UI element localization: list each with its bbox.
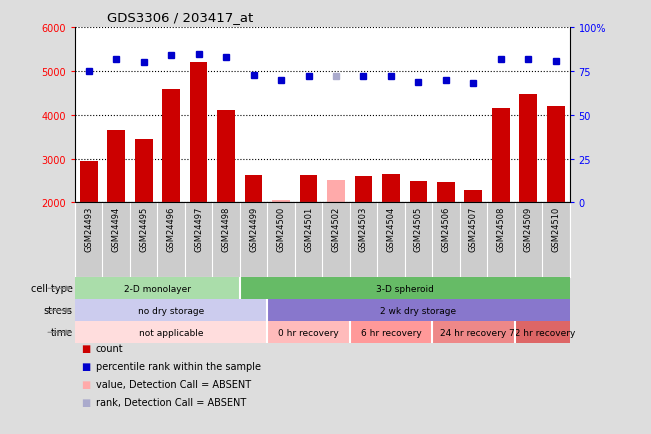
Text: ■: ■ [81,379,90,389]
Bar [382,174,400,203]
Text: cell type: cell type [31,284,72,293]
Text: 24 hr recovery: 24 hr recovery [440,328,506,337]
Bar [432,322,515,343]
Text: value, Detection Call = ABSENT: value, Detection Call = ABSENT [96,379,251,389]
Text: GDS3306 / 203417_at: GDS3306 / 203417_at [107,11,254,24]
Text: 0 hr recovery: 0 hr recovery [278,328,339,337]
Text: 72 hr recovery: 72 hr recovery [509,328,575,337]
Bar [75,278,240,299]
Text: GSM24498: GSM24498 [221,207,230,252]
Text: count: count [96,343,123,353]
Bar [350,322,432,343]
Text: GSM24495: GSM24495 [139,207,148,252]
Text: ■: ■ [81,343,90,353]
Text: GSM24503: GSM24503 [359,207,368,252]
Text: no dry storage: no dry storage [138,306,204,315]
Bar [465,191,482,203]
Text: not applicable: not applicable [139,328,203,337]
Text: 2 wk dry storage: 2 wk dry storage [380,306,456,315]
Text: GSM24496: GSM24496 [167,207,176,252]
Text: ■: ■ [81,398,90,408]
Text: 6 hr recovery: 6 hr recovery [361,328,421,337]
Bar [135,139,152,203]
Text: ■: ■ [81,361,90,371]
Bar [547,107,565,203]
Text: GSM24493: GSM24493 [84,207,93,252]
Text: GSM24497: GSM24497 [194,207,203,252]
Text: GSM24501: GSM24501 [304,207,313,252]
Text: GSM24499: GSM24499 [249,207,258,252]
Bar [240,278,570,299]
Bar [437,182,455,203]
Bar [272,201,290,203]
Text: GSM24494: GSM24494 [111,207,120,252]
Text: 2-D monolayer: 2-D monolayer [124,284,191,293]
Bar [268,299,570,322]
Text: GSM24507: GSM24507 [469,207,478,252]
Text: GSM24504: GSM24504 [387,207,395,252]
Text: GSM24508: GSM24508 [497,207,505,252]
Text: time: time [50,328,72,338]
Text: GSM24502: GSM24502 [331,207,340,252]
Bar [75,299,268,322]
Bar [299,176,318,203]
Bar [355,177,372,203]
Bar [409,182,427,203]
Bar [245,176,262,203]
Text: 3-D spheroid: 3-D spheroid [376,284,434,293]
Bar [217,111,235,203]
Text: GSM24509: GSM24509 [524,207,533,252]
Text: percentile rank within the sample: percentile rank within the sample [96,361,260,371]
Text: GSM24510: GSM24510 [551,207,561,252]
Text: rank, Detection Call = ABSENT: rank, Detection Call = ABSENT [96,398,246,408]
Bar [492,109,510,203]
Text: GSM24500: GSM24500 [277,207,286,252]
Bar [327,180,345,203]
Bar [189,63,208,203]
Text: stress: stress [44,306,72,316]
Text: GSM24506: GSM24506 [441,207,450,252]
Bar [107,131,125,203]
Bar [75,322,268,343]
Bar [268,322,350,343]
Bar [162,89,180,203]
Text: GSM24505: GSM24505 [414,207,423,252]
Bar [515,322,570,343]
Bar [79,161,98,203]
Bar [519,95,537,203]
